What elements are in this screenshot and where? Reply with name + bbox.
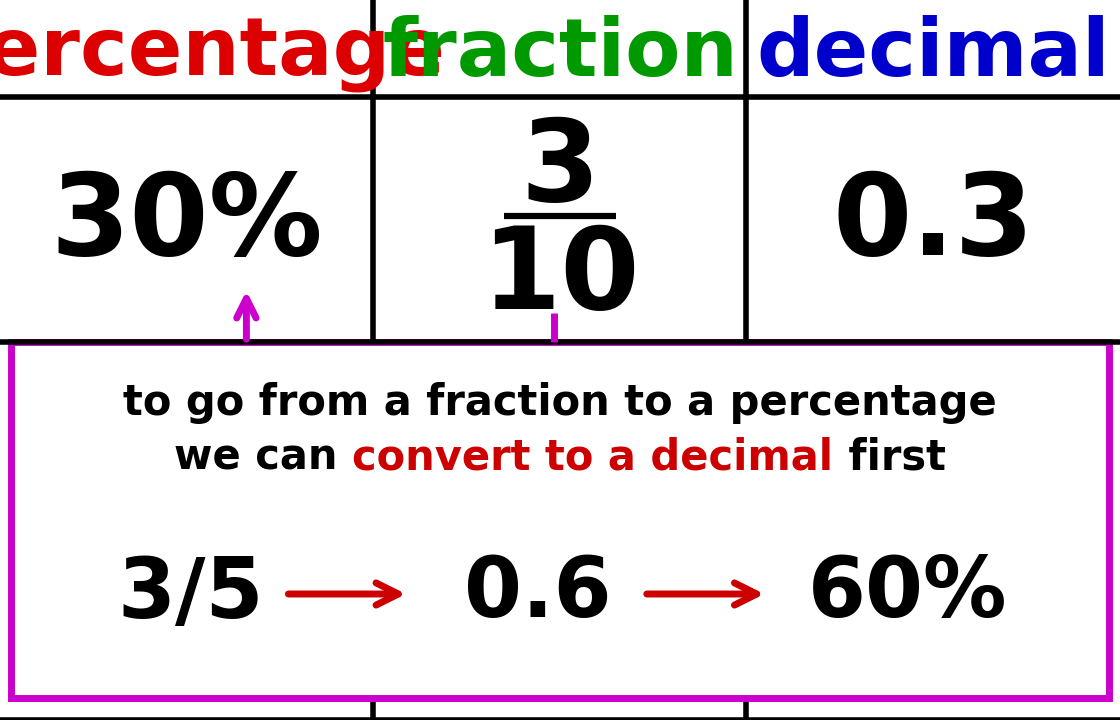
Bar: [11, 342, 1109, 698]
Text: we can: we can: [175, 436, 353, 478]
Text: convert to a decimal: convert to a decimal: [353, 436, 833, 478]
Text: first: first: [833, 436, 945, 478]
Text: 3: 3: [521, 114, 599, 225]
Text: 10: 10: [480, 222, 640, 333]
Text: 0.6: 0.6: [464, 554, 612, 634]
Text: 60%: 60%: [808, 554, 1007, 634]
Text: 3/5: 3/5: [118, 554, 263, 634]
Text: percentage: percentage: [0, 15, 446, 93]
Text: to go from a fraction to a percentage: to go from a fraction to a percentage: [123, 382, 997, 424]
Text: decimal: decimal: [756, 15, 1110, 93]
Text: 0.3: 0.3: [832, 168, 1034, 279]
Text: fraction: fraction: [382, 15, 738, 93]
Text: 30%: 30%: [50, 168, 324, 279]
